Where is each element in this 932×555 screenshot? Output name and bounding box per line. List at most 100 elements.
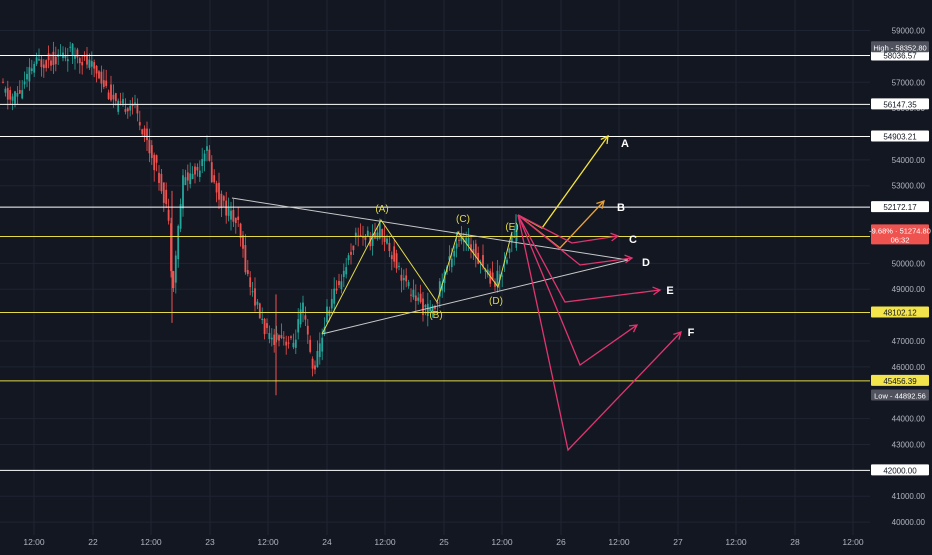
candle-body [76, 49, 79, 58]
candle-body [74, 54, 76, 59]
x-tick-label: 12:00 [140, 537, 162, 547]
candle-body [191, 173, 194, 180]
level-badge: 56147.35 [871, 98, 929, 110]
scenario-path [517, 214, 682, 452]
candle-body [316, 350, 319, 368]
candle-body [422, 298, 424, 315]
candle-body [143, 128, 146, 137]
candle-body [78, 58, 81, 64]
candle-body [450, 258, 453, 268]
scenario-arrow [517, 214, 662, 303]
candle-body [378, 222, 381, 239]
candle-body [64, 55, 67, 59]
scenario-label: D [642, 257, 650, 269]
candle-body [258, 303, 261, 319]
candle-body [196, 166, 199, 171]
candle-body [436, 302, 439, 305]
candle-body [21, 90, 24, 99]
candle-body [107, 92, 110, 99]
x-tick-label: 12:00 [257, 537, 279, 547]
candle-body [405, 275, 408, 282]
candle-body [338, 280, 340, 286]
candle-body [215, 183, 218, 193]
level-badge: 54903.21 [871, 130, 929, 142]
candle-body [122, 99, 124, 104]
candle-body [35, 57, 38, 64]
candle-body [506, 259, 508, 264]
candle-body [52, 51, 55, 65]
candle-body [23, 81, 26, 85]
candle-body [311, 358, 314, 369]
level-badge-text: 52172.17 [883, 203, 917, 212]
scenario-arrow [517, 214, 682, 452]
candle-body [515, 228, 518, 242]
candle-body [455, 243, 458, 249]
candle-body [318, 343, 321, 358]
candle-body [131, 104, 134, 107]
candle-body [9, 90, 12, 100]
candle-body [160, 173, 163, 192]
badge-box [871, 464, 929, 476]
candle-body [424, 305, 427, 308]
candle-body [249, 277, 252, 288]
arrow-head [673, 331, 682, 340]
candle-body [102, 80, 105, 88]
x-tick-label: 26 [556, 537, 566, 547]
candle-body [414, 295, 417, 302]
x-tick-label: 12:00 [842, 537, 864, 547]
candle-body [42, 64, 45, 69]
candle-body [66, 59, 69, 62]
candle-body [489, 270, 492, 284]
candle-body [112, 94, 115, 100]
candle-body [90, 61, 93, 67]
x-tick-label: 27 [673, 537, 683, 547]
candle-body [275, 332, 278, 340]
candle-body [472, 249, 475, 254]
candle-body [33, 63, 36, 73]
candle-body [14, 91, 16, 104]
candle-body [230, 210, 232, 220]
badge-box [871, 224, 929, 245]
candle-body [114, 93, 117, 102]
scenario-label: E [666, 285, 673, 297]
x-tick-label: 28 [790, 537, 800, 547]
candle-body [16, 93, 19, 97]
candle-body [431, 306, 434, 314]
level-badge: 42000.00 [871, 464, 929, 476]
scenario-path [517, 214, 619, 244]
candle-body [453, 250, 456, 257]
triangle-lower-line [321, 259, 629, 335]
candle-body [438, 281, 441, 297]
candle-body [419, 293, 422, 303]
candle-body [508, 248, 511, 253]
candle-body [326, 306, 328, 323]
candle-body [165, 189, 168, 204]
wave-label: (D) [489, 296, 503, 307]
candle-body [38, 59, 40, 61]
candle-body [412, 289, 415, 298]
candle-body [184, 177, 187, 186]
candle-body [83, 55, 86, 57]
candle-body [138, 122, 141, 126]
candle-body [69, 46, 72, 48]
y-tick-label: 50000.00 [892, 259, 926, 268]
candle-body [273, 334, 276, 345]
candle-body [189, 173, 192, 185]
countdown-text: 06:32 [891, 235, 910, 244]
candle-body [242, 235, 244, 249]
candle-body [2, 81, 4, 83]
candle-body [482, 255, 484, 267]
candle-body [474, 243, 477, 258]
scenario-arrow [517, 214, 620, 244]
candle-body [30, 68, 33, 72]
candle-body [220, 193, 223, 209]
candle-body [486, 269, 489, 275]
candle-body [206, 146, 208, 151]
candle-body [124, 109, 127, 112]
candle-body [261, 318, 264, 320]
candle-body [309, 339, 312, 352]
